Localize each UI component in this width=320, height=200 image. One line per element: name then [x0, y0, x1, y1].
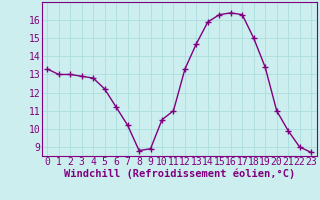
X-axis label: Windchill (Refroidissement éolien,°C): Windchill (Refroidissement éolien,°C): [64, 169, 295, 179]
